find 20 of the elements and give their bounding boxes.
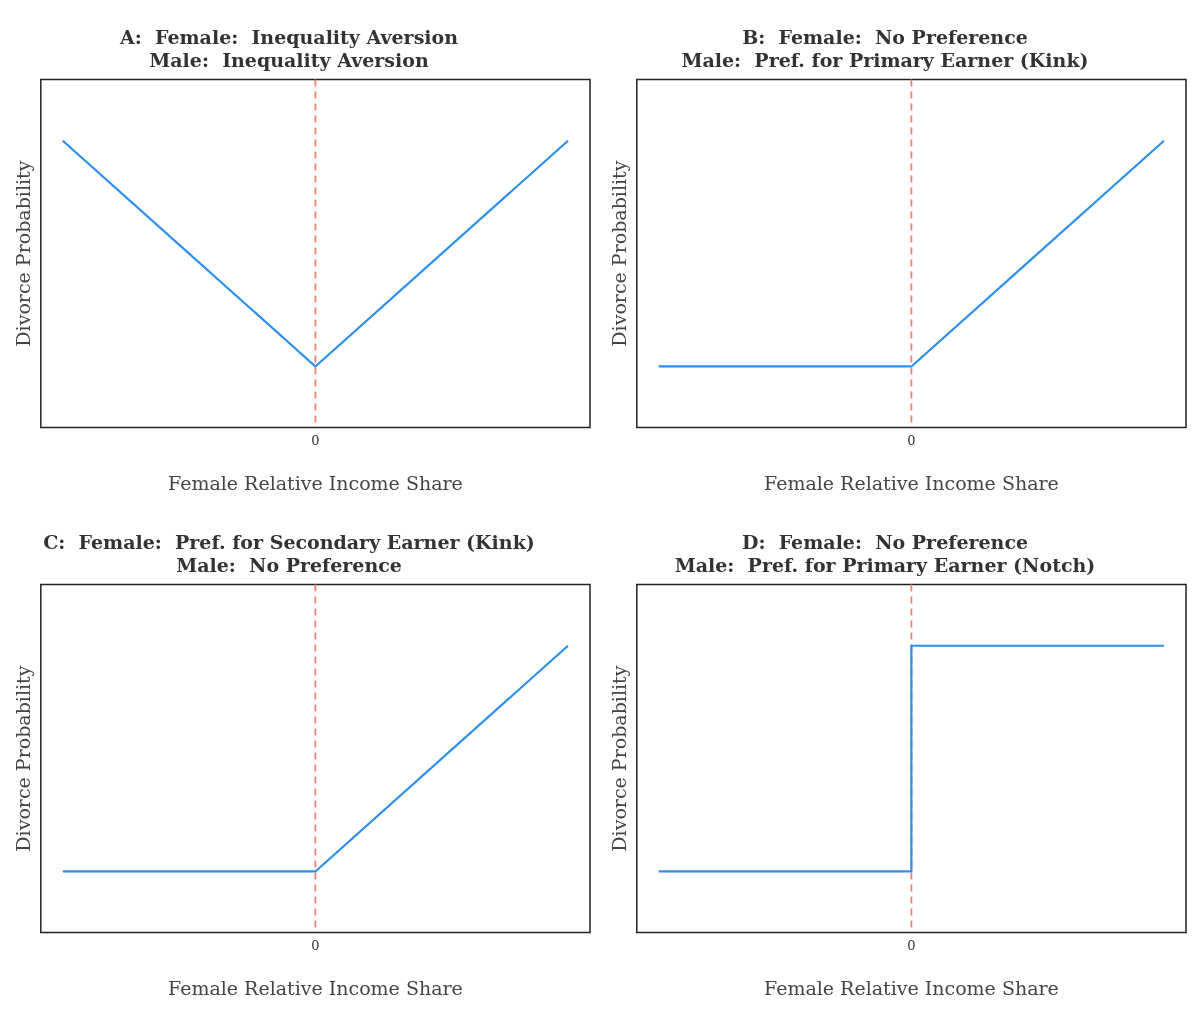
text: B: Female: No Preference (742, 26, 1028, 49)
x-axis-title: Female Relative Income Share (167, 976, 463, 999)
x-axis-title: Female Relative Income Share (763, 976, 1059, 999)
text: Male: Inequality Aversion (149, 49, 429, 72)
x-axis-title: Female Relative Income Share (167, 471, 463, 494)
text: Male: No Preference (176, 554, 402, 577)
text: 0 (311, 938, 320, 954)
text: A: Female: Inequality Aversion (119, 26, 459, 49)
text: C: Female: Pref. for Secondary Earner (Kink) (43, 531, 535, 554)
text: 0 (907, 433, 916, 449)
text: Male: Pref. for Primary Earner (Notch) (674, 554, 1096, 577)
text: 0 (907, 938, 916, 954)
text: D: Female: No Preference (741, 531, 1029, 554)
y-axis-title: Divorce Probability (608, 665, 631, 852)
x-axis-title: Female Relative Income Share (763, 471, 1059, 494)
text: 0 (311, 433, 320, 449)
text: Male: Pref. for Primary Earner (Kink) (681, 49, 1089, 72)
y-axis-title: Divorce Probability (608, 160, 631, 347)
y-axis-title: Divorce Probability (12, 665, 35, 852)
y-axis-title: Divorce Probability (12, 160, 35, 347)
